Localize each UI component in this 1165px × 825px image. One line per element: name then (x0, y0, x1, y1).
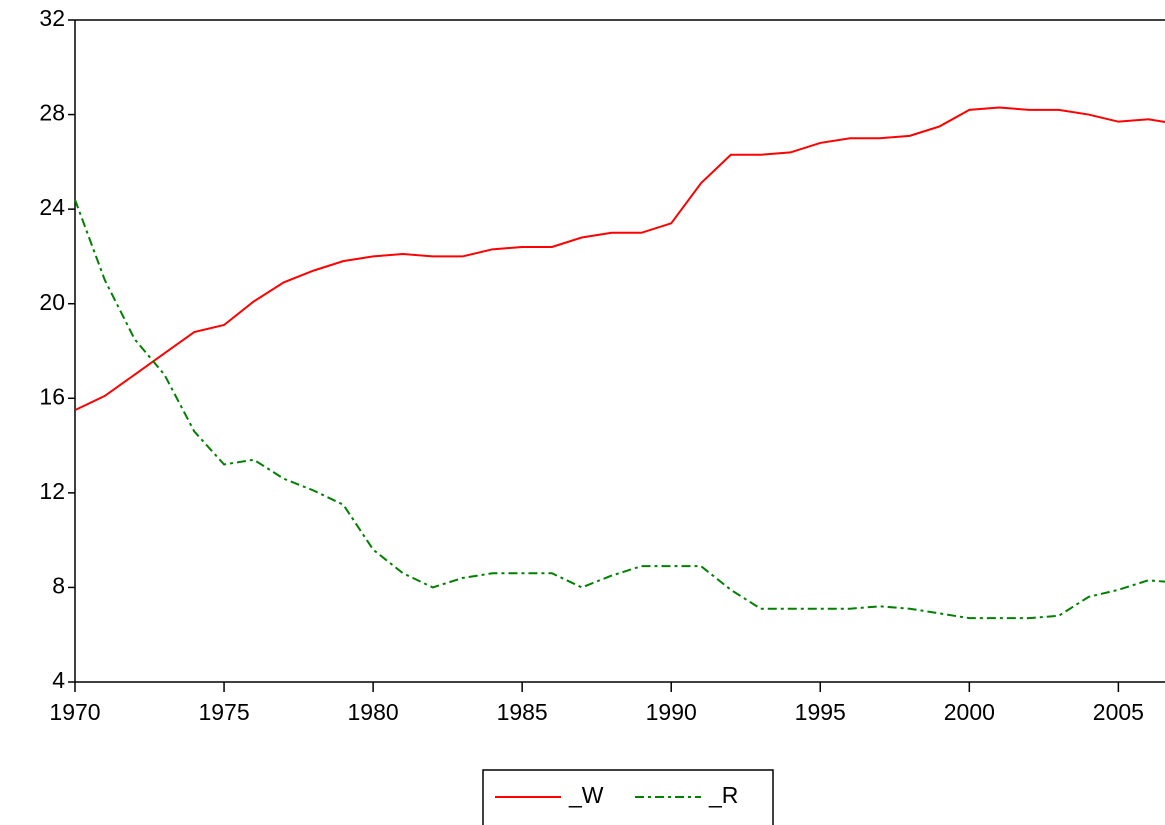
x-tick-label: 1995 (795, 699, 846, 725)
y-tick-label: 20 (39, 289, 65, 315)
y-tick-label: 8 (52, 573, 65, 599)
x-tick-label: 2005 (1093, 699, 1144, 725)
legend-label: _R (708, 782, 738, 808)
x-tick-label: 1985 (497, 699, 548, 725)
plot-area: 4 8 12 16 20 24 28 32 1970 1975 1980 1985 1990 1995 20… (39, 5, 1165, 725)
legend: _W _R (482, 769, 774, 825)
y-tick-label: 24 (39, 194, 65, 220)
x-tick-label: 1990 (646, 699, 697, 725)
y-tick-label: 12 (39, 478, 65, 504)
y-tick-label: 28 (39, 100, 65, 126)
x-tick-label: 1975 (198, 699, 249, 725)
x-tick-label: 2000 (944, 699, 995, 725)
y-tick-label: 32 (39, 5, 65, 31)
series-line (74, 106, 1165, 412)
series-line (74, 199, 1165, 620)
x-tick-label: 1980 (348, 699, 399, 725)
legend-label: _W (568, 782, 604, 808)
y-tick-label: 4 (52, 667, 65, 693)
y-tick-label: 16 (39, 383, 65, 409)
x-tick-label: 1970 (49, 699, 100, 725)
